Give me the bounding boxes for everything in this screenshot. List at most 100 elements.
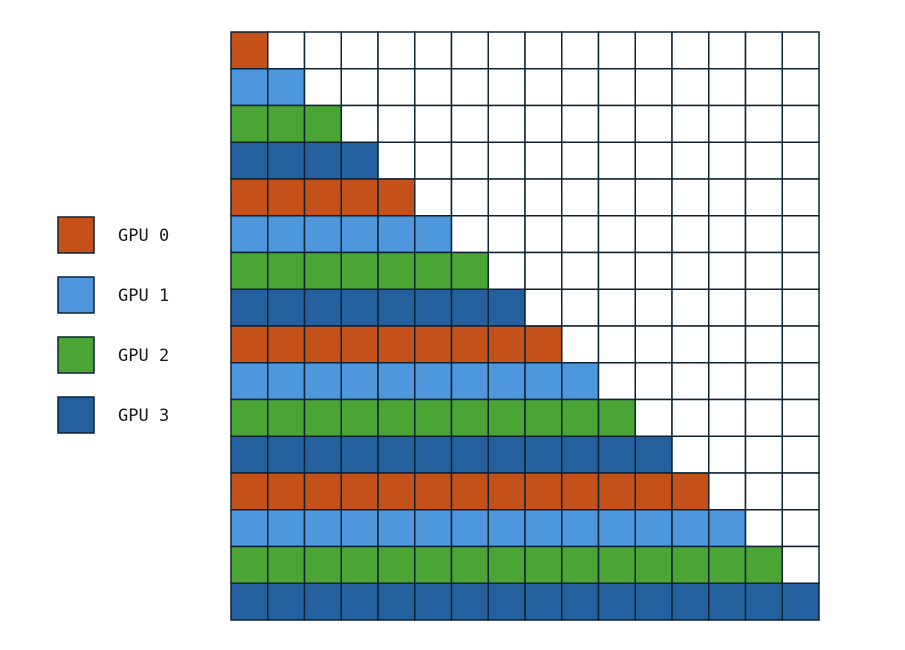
grid-cell-empty — [561, 141, 600, 180]
grid-cell-gpu-0 — [267, 325, 306, 364]
legend-item-gpu-1: GPU 1 — [57, 276, 169, 314]
legend-label-gpu-0: GPU 0 — [118, 226, 169, 246]
grid-cell-empty — [671, 31, 710, 70]
grid-cell-empty — [744, 472, 783, 511]
grid-cell-empty — [561, 178, 600, 217]
grid-cell-empty — [708, 31, 747, 70]
grid-cell-empty — [671, 398, 710, 437]
attention-grid — [230, 31, 820, 621]
grid-cell-empty — [487, 215, 526, 254]
grid-cell-gpu-0 — [267, 472, 306, 511]
grid-cell-empty — [708, 178, 747, 217]
grid-cell-empty — [414, 178, 453, 217]
grid-cell-empty — [597, 325, 636, 364]
grid-cell-gpu-2 — [450, 545, 489, 584]
grid-cell-gpu-2 — [230, 251, 269, 290]
grid-cell-empty — [744, 141, 783, 180]
grid-cell-empty — [744, 509, 783, 548]
grid-cell-gpu-3 — [340, 435, 379, 474]
grid-cell-empty — [781, 472, 820, 511]
grid-cell-gpu-3 — [377, 582, 416, 621]
grid-cell-empty — [781, 31, 820, 70]
grid-cell-gpu-3 — [414, 582, 453, 621]
grid-cell-empty — [634, 288, 673, 327]
grid-cell-empty — [524, 68, 563, 107]
grid-cell-empty — [450, 68, 489, 107]
grid-cell-empty — [487, 68, 526, 107]
grid-cell-gpu-2 — [597, 545, 636, 584]
grid-cell-gpu-2 — [303, 104, 342, 143]
grid-cell-empty — [414, 104, 453, 143]
grid-cell-gpu-1 — [377, 362, 416, 401]
grid-cell-empty — [634, 251, 673, 290]
grid-cell-gpu-1 — [267, 509, 306, 548]
grid-cell-gpu-1 — [414, 509, 453, 548]
legend-swatch-gpu-1 — [57, 276, 95, 314]
legend-swatch-gpu-2 — [57, 336, 95, 374]
grid-cell-gpu-1 — [414, 362, 453, 401]
grid-cell-empty — [561, 251, 600, 290]
grid-cell-empty — [671, 325, 710, 364]
grid-cell-empty — [450, 178, 489, 217]
grid-cell-gpu-3 — [303, 582, 342, 621]
grid-cell-empty — [414, 68, 453, 107]
grid-cell-empty — [671, 435, 710, 474]
grid-cell-gpu-0 — [487, 325, 526, 364]
grid-cell-gpu-2 — [340, 398, 379, 437]
grid-cell-empty — [634, 68, 673, 107]
grid-cell-gpu-2 — [561, 398, 600, 437]
grid-cell-empty — [708, 362, 747, 401]
grid-cell-empty — [708, 68, 747, 107]
grid-cell-empty — [744, 398, 783, 437]
grid-cell-empty — [708, 288, 747, 327]
grid-cell-empty — [303, 68, 342, 107]
grid-cell-empty — [377, 68, 416, 107]
grid-cell-gpu-3 — [230, 435, 269, 474]
grid-cell-empty — [744, 178, 783, 217]
grid-cell-empty — [634, 362, 673, 401]
grid-cell-gpu-1 — [377, 509, 416, 548]
grid-cell-gpu-0 — [230, 325, 269, 364]
grid-cell-gpu-3 — [781, 582, 820, 621]
grid-cell-gpu-1 — [340, 215, 379, 254]
grid-cell-gpu-3 — [597, 435, 636, 474]
grid-cell-gpu-3 — [377, 435, 416, 474]
grid-cell-gpu-2 — [487, 398, 526, 437]
grid-cell-gpu-1 — [450, 362, 489, 401]
grid-cell-gpu-2 — [267, 251, 306, 290]
grid-cell-gpu-2 — [230, 104, 269, 143]
grid-cell-gpu-3 — [267, 435, 306, 474]
grid-cell-gpu-0 — [524, 325, 563, 364]
grid-cell-gpu-0 — [597, 472, 636, 511]
grid-cell-empty — [781, 104, 820, 143]
grid-cell-gpu-1 — [561, 362, 600, 401]
grid-cell-empty — [561, 288, 600, 327]
grid-cell-empty — [671, 68, 710, 107]
grid-cell-empty — [597, 31, 636, 70]
grid-cell-gpu-2 — [634, 545, 673, 584]
grid-cell-empty — [524, 288, 563, 327]
grid-cell-empty — [634, 325, 673, 364]
grid-cell-empty — [781, 215, 820, 254]
grid-cell-gpu-3 — [487, 582, 526, 621]
grid-cell-gpu-3 — [487, 288, 526, 327]
legend-label-gpu-3: GPU 3 — [118, 406, 169, 426]
grid-cell-gpu-0 — [303, 178, 342, 217]
grid-cell-empty — [671, 178, 710, 217]
grid-cell-gpu-2 — [377, 545, 416, 584]
grid-cell-empty — [744, 31, 783, 70]
grid-cell-gpu-0 — [377, 178, 416, 217]
grid-cell-gpu-2 — [267, 398, 306, 437]
grid-cell-gpu-1 — [414, 215, 453, 254]
legend-swatch-gpu-0 — [57, 216, 95, 254]
grid-cell-gpu-1 — [230, 362, 269, 401]
grid-cell-gpu-2 — [708, 545, 747, 584]
grid-cell-empty — [708, 398, 747, 437]
grid-cell-empty — [597, 141, 636, 180]
grid-cell-empty — [781, 509, 820, 548]
legend-label-gpu-2: GPU 2 — [118, 346, 169, 366]
grid-cell-gpu-0 — [671, 472, 710, 511]
grid-cell-empty — [414, 31, 453, 70]
grid-cell-gpu-0 — [450, 472, 489, 511]
